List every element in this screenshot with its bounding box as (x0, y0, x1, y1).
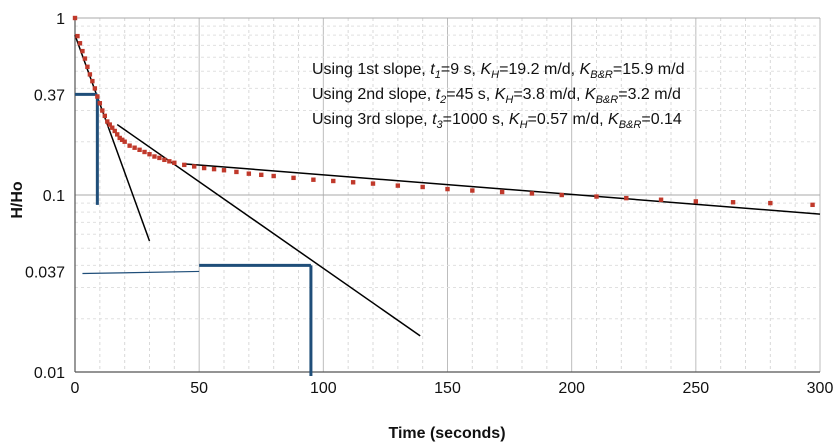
data-point (167, 159, 172, 164)
annotation-line: Using 2nd slope, t2=45 s, KH=3.8 m/d, KB… (312, 86, 681, 106)
y-tick-label: 0.1 (43, 188, 65, 205)
data-point (271, 173, 276, 179)
data-point (420, 184, 425, 190)
data-point (192, 164, 197, 169)
data-point (75, 33, 80, 39)
y-tick-label: 0.37 (34, 87, 65, 104)
x-tick-label: 200 (558, 380, 585, 397)
data-point (87, 72, 93, 77)
y-tick-label: 0.01 (34, 365, 65, 382)
y-tick-label: 1 (56, 11, 65, 28)
data-point (182, 162, 187, 168)
data-point (119, 137, 125, 143)
data-point (395, 183, 401, 188)
data-point (72, 15, 78, 21)
x-tick-label: 100 (310, 380, 337, 397)
data-point (95, 94, 100, 99)
data-point (105, 119, 110, 124)
data-point (157, 155, 162, 161)
data-point (221, 168, 227, 173)
data-point (115, 132, 120, 137)
data-point (162, 157, 167, 163)
data-point (291, 175, 296, 181)
data-point (152, 154, 157, 159)
marker-lines (75, 92, 313, 376)
data-point (624, 195, 629, 201)
fit-line (74, 34, 151, 242)
data-point (77, 41, 83, 46)
annotations: Using 1st slope, t1=9 s, KH=19.2 m/d, KB… (312, 61, 684, 131)
x-axis-label: Time (seconds) (388, 425, 505, 442)
data-point (82, 56, 88, 61)
data-point (370, 181, 376, 186)
data-point (137, 147, 142, 153)
data-point (499, 189, 505, 195)
data-point (445, 186, 450, 192)
data-point (470, 188, 475, 193)
data-point (117, 135, 122, 141)
data-point (693, 199, 699, 204)
data-point (107, 122, 112, 127)
data-point (127, 143, 132, 148)
tick-labels: 0 50 100 150 200 250 300 0.01 0.037 0.1 0.37 1 (25, 11, 833, 397)
data-point (172, 160, 177, 166)
fit-line (184, 163, 821, 215)
data-point (85, 64, 90, 70)
data-point (529, 191, 535, 196)
data-point (100, 108, 105, 113)
data-point (234, 169, 239, 175)
data-point (132, 145, 137, 150)
data-point (350, 180, 356, 185)
data-point (559, 192, 564, 198)
annotation-line: Using 3rd slope, t3=1000 s, KH=0.57 m/d,… (312, 111, 682, 131)
data-point (246, 171, 252, 176)
x-tick-label: 150 (434, 380, 461, 397)
fit-line (116, 123, 421, 337)
annotation-line: Using 1st slope, t1=9 s, KH=19.2 m/d, KB… (312, 61, 684, 81)
data-point (730, 200, 736, 205)
data-points (72, 15, 815, 208)
y-axis-label: H/Ho (9, 181, 26, 219)
x-tick-label: 50 (190, 380, 208, 397)
data-point (594, 194, 599, 199)
data-point (311, 177, 316, 182)
x-tick-label: 250 (682, 380, 709, 397)
data-point (110, 125, 115, 130)
data-point (92, 86, 98, 91)
grid (74, 17, 821, 373)
data-point (90, 78, 95, 84)
data-point (768, 200, 773, 206)
data-point (80, 48, 85, 54)
data-point (112, 128, 117, 134)
data-point (211, 166, 217, 172)
data-point (331, 178, 336, 184)
data-point (259, 172, 264, 178)
marker-line (82, 270, 200, 275)
data-point (102, 113, 107, 119)
data-point (122, 139, 127, 144)
data-point (201, 165, 207, 171)
data-point (810, 202, 815, 208)
x-tick-label: 300 (807, 380, 834, 397)
data-point (142, 149, 147, 155)
data-point (97, 101, 103, 106)
data-point (658, 197, 664, 202)
y-tick-label: 0.037 (25, 264, 65, 281)
data-point (147, 152, 152, 157)
x-tick-label: 0 (71, 380, 80, 397)
